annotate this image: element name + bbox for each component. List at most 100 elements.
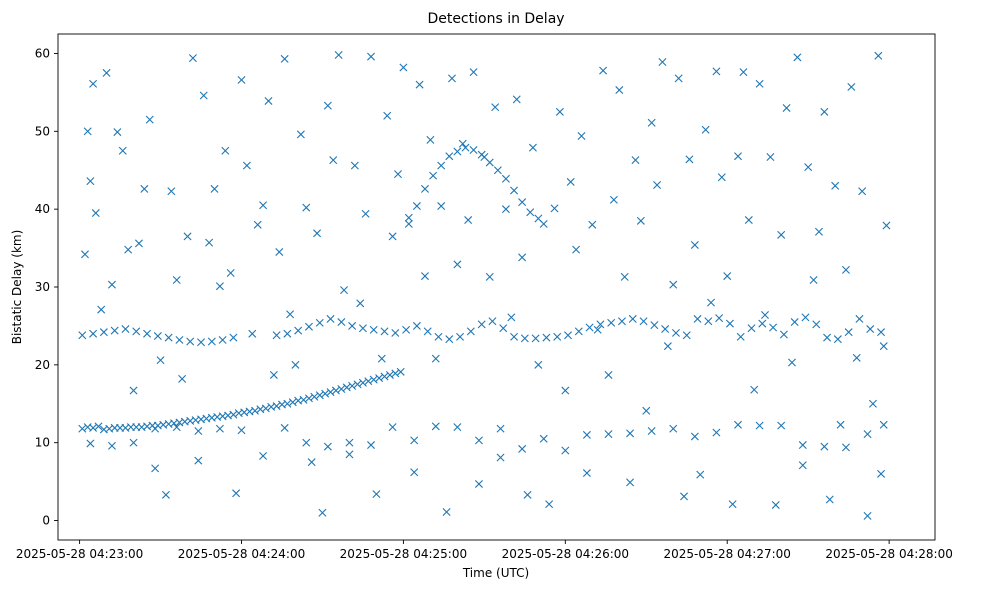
data-point [145, 115, 154, 124]
data-point [412, 321, 421, 330]
data-point [421, 184, 429, 193]
data-point [464, 216, 473, 225]
data-point [607, 318, 616, 327]
data-point [680, 492, 689, 501]
data-point [129, 438, 138, 447]
data-point [89, 329, 98, 338]
data-point [215, 424, 224, 433]
data-point [682, 331, 691, 340]
data-point [520, 334, 529, 343]
data-point [744, 216, 753, 225]
data-point [445, 335, 454, 344]
data-point [302, 438, 311, 447]
data-point [518, 198, 527, 207]
data-point [534, 360, 543, 369]
data-point [337, 384, 346, 393]
data-point [172, 276, 181, 284]
data-point [253, 220, 262, 229]
data-point [434, 332, 443, 341]
data-point [582, 430, 591, 439]
data-point [304, 322, 313, 331]
data-point [110, 326, 119, 335]
data-point [841, 265, 850, 274]
data-point [280, 423, 289, 432]
data-point [820, 107, 829, 116]
data-point [296, 130, 305, 139]
data-point [779, 330, 788, 339]
data-point [863, 430, 872, 439]
data-point [340, 286, 349, 295]
data-point [83, 127, 92, 136]
data-point [86, 177, 95, 186]
data-point [798, 441, 807, 450]
data-point [361, 209, 370, 218]
data-point [78, 331, 87, 340]
data-point [704, 317, 713, 326]
data-point [78, 424, 87, 433]
data-point [531, 334, 540, 343]
data-point [431, 354, 440, 363]
data-point [215, 282, 224, 291]
data-point [588, 220, 597, 229]
data-point [286, 310, 295, 319]
data-point [415, 80, 424, 89]
data-point [272, 402, 281, 411]
data-point [636, 216, 645, 225]
data-point [107, 441, 116, 450]
data-point [787, 358, 796, 367]
data-point [232, 489, 241, 498]
x-tick-label: 2025-05-28 04:24:00 [178, 547, 305, 561]
data-point [501, 174, 510, 183]
data-point [469, 68, 478, 77]
data-point [442, 507, 451, 516]
data-point [628, 314, 637, 323]
data-point [841, 443, 850, 452]
data-point [194, 427, 203, 436]
data-point [617, 317, 626, 326]
data-point [820, 442, 829, 451]
data-point [294, 326, 303, 335]
data-point [421, 272, 429, 281]
data-point [161, 490, 170, 499]
data-point [97, 305, 106, 314]
data-point [156, 356, 165, 365]
data-point [321, 389, 330, 398]
data-point [124, 245, 133, 254]
data-point [350, 161, 359, 170]
data-point [868, 399, 877, 408]
data-point [337, 318, 346, 327]
data-point [391, 369, 400, 378]
data-point [186, 337, 195, 346]
data-point [566, 177, 575, 186]
y-tick-label: 10 [35, 436, 50, 450]
data-point [879, 342, 888, 351]
data-point [431, 422, 440, 431]
data-point [313, 229, 322, 238]
data-point [496, 453, 505, 462]
data-point [528, 143, 537, 152]
y-axis-label: Bistatic Delay (km) [10, 230, 24, 345]
data-point [380, 372, 389, 381]
data-point [553, 332, 562, 341]
data-point [499, 324, 508, 333]
data-point [412, 202, 421, 211]
data-point [801, 313, 810, 322]
x-tick-label: 2025-05-28 04:25:00 [340, 547, 467, 561]
data-point [836, 420, 845, 429]
data-point [523, 490, 532, 499]
data-point [615, 86, 624, 95]
data-point [863, 511, 872, 520]
data-point [790, 318, 799, 327]
data-point [825, 495, 834, 504]
data-point [259, 451, 268, 460]
data-point [129, 386, 138, 395]
data-point [647, 118, 656, 127]
data-point [345, 438, 354, 447]
data-point [777, 230, 786, 239]
data-point [555, 107, 564, 116]
x-axis-label: Time (UTC) [462, 566, 529, 580]
data-point [280, 54, 289, 63]
data-point [712, 67, 721, 76]
data-point [358, 324, 367, 333]
data-point [445, 152, 454, 161]
